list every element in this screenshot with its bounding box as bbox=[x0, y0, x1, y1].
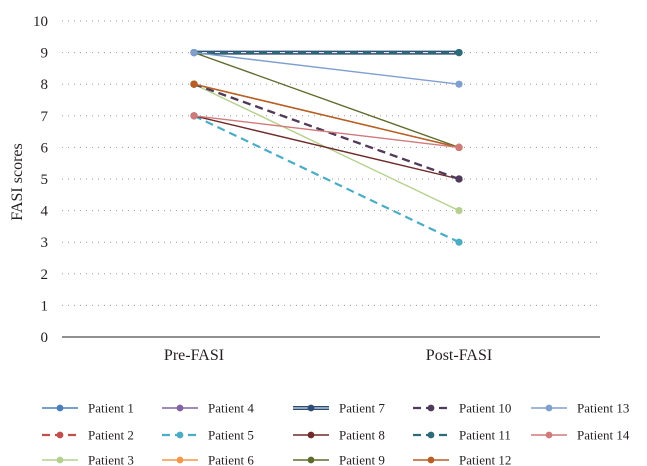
legend-item: Patient 10 bbox=[413, 401, 511, 416]
series-line bbox=[193, 115, 460, 180]
data-point bbox=[455, 80, 463, 88]
legend-item: Patient 5 bbox=[162, 428, 254, 443]
series-line bbox=[193, 51, 460, 149]
y-tick-label: 3 bbox=[41, 235, 49, 251]
data-point bbox=[455, 143, 463, 151]
legend-label: Patient 14 bbox=[577, 428, 630, 443]
legend-marker bbox=[307, 456, 315, 464]
legend-label: Patient 12 bbox=[459, 453, 511, 466]
legend-item: Patient 6 bbox=[162, 453, 254, 466]
data-point bbox=[190, 80, 198, 88]
legend-label: Patient 4 bbox=[208, 401, 254, 416]
y-tick-label: 4 bbox=[41, 204, 49, 220]
y-tick-label: 8 bbox=[41, 77, 49, 93]
legend-item: Patient 8 bbox=[293, 428, 385, 443]
x-axis-ticks: Pre-FASI Post-FASI bbox=[164, 347, 492, 364]
y-axis-label: FASI scores bbox=[9, 143, 26, 220]
legend-marker bbox=[176, 404, 184, 412]
series-lines bbox=[190, 49, 463, 246]
legend-marker bbox=[427, 456, 435, 464]
legend-label: Patient 11 bbox=[459, 428, 511, 443]
legend-marker bbox=[56, 456, 64, 464]
series-line bbox=[193, 83, 460, 149]
legend-item: Patient 7 bbox=[293, 401, 385, 416]
y-tick-label: 0 bbox=[41, 330, 49, 346]
grid-lines bbox=[62, 20, 600, 306]
legend-marker bbox=[307, 404, 315, 412]
legend-label: Patient 10 bbox=[459, 401, 511, 416]
series-13 bbox=[190, 49, 463, 88]
series-line bbox=[193, 115, 460, 149]
legend-label: Patient 13 bbox=[577, 401, 629, 416]
legend-marker bbox=[176, 431, 184, 439]
legend-marker bbox=[545, 431, 553, 439]
y-tick-label: 7 bbox=[41, 109, 49, 125]
data-point bbox=[455, 175, 463, 183]
series-line bbox=[193, 51, 460, 85]
x-tick-label: Pre-FASI bbox=[164, 347, 224, 364]
data-point bbox=[455, 238, 463, 246]
series-12 bbox=[190, 80, 463, 151]
series-14 bbox=[190, 112, 463, 151]
legend-item: Patient 12 bbox=[413, 453, 511, 466]
y-tick-label: 2 bbox=[41, 267, 49, 283]
legend-item: Patient 4 bbox=[162, 401, 254, 416]
legend-marker bbox=[176, 456, 184, 464]
legend-label: Patient 5 bbox=[208, 428, 254, 443]
series-8 bbox=[190, 112, 463, 183]
legend-label: Patient 7 bbox=[339, 401, 385, 416]
legend-item: Patient 14 bbox=[531, 428, 630, 443]
legend-label: Patient 1 bbox=[88, 401, 134, 416]
legend: Patient 1 Patient 2 Patient 3 Patient 4 Pati… bbox=[42, 401, 630, 466]
series-line bbox=[193, 83, 460, 181]
legend-item: Patient 11 bbox=[413, 428, 511, 443]
legend-marker bbox=[427, 431, 435, 439]
legend-label: Patient 8 bbox=[339, 428, 385, 443]
legend-label: Patient 2 bbox=[88, 428, 134, 443]
data-point bbox=[455, 49, 463, 57]
y-tick-label: 5 bbox=[41, 172, 49, 188]
y-axis-ticks: 0 1 2 3 4 5 6 7 8 9 10 bbox=[33, 14, 49, 346]
y-tick-label: 1 bbox=[41, 298, 49, 314]
legend-item: Patient 13 bbox=[531, 401, 629, 416]
legend-marker bbox=[545, 404, 553, 412]
legend-marker bbox=[307, 431, 315, 439]
y-tick-label: 10 bbox=[33, 14, 48, 30]
legend-item: Patient 9 bbox=[293, 453, 385, 466]
legend-label: Patient 6 bbox=[208, 453, 254, 466]
data-point bbox=[455, 207, 463, 215]
legend-label: Patient 9 bbox=[339, 453, 385, 466]
data-point bbox=[190, 112, 198, 120]
x-tick-label: Post-FASI bbox=[426, 347, 492, 364]
legend-marker bbox=[56, 404, 64, 412]
legend-item: Patient 1 bbox=[42, 401, 134, 416]
series-line bbox=[193, 114, 460, 244]
y-tick-label: 9 bbox=[41, 46, 49, 62]
y-tick-label: 6 bbox=[41, 140, 49, 156]
legend-marker bbox=[427, 404, 435, 412]
series-9 bbox=[190, 49, 463, 151]
data-point bbox=[190, 49, 198, 57]
legend-marker bbox=[56, 431, 64, 439]
legend-label: Patient 3 bbox=[88, 453, 134, 466]
legend-item: Patient 2 bbox=[42, 428, 134, 443]
legend-item: Patient 3 bbox=[42, 453, 134, 466]
